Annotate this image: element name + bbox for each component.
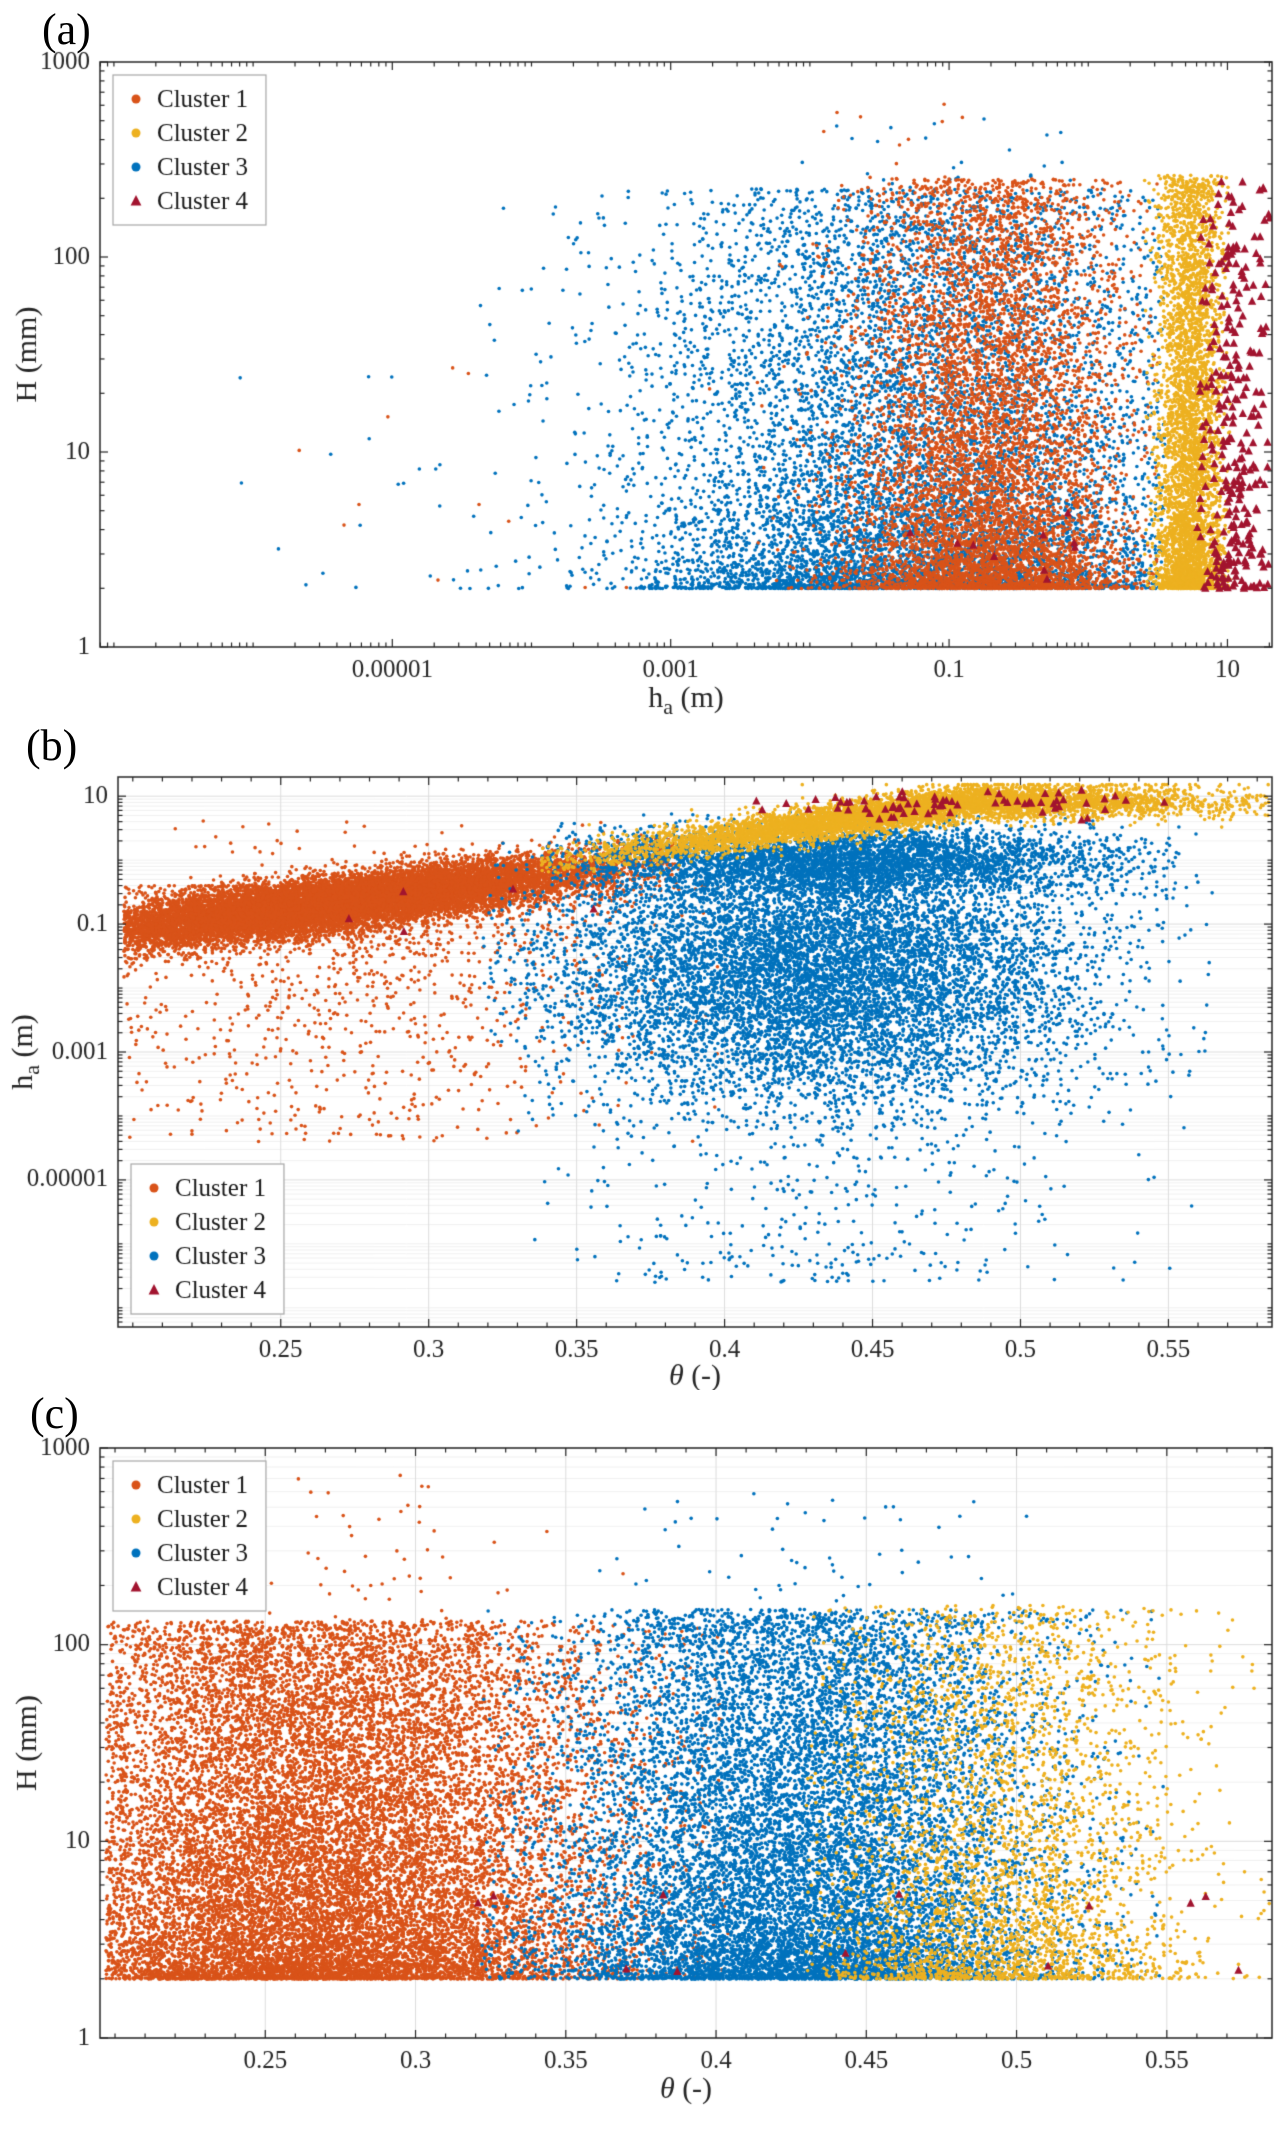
panel-c-scatter-plot: [0, 1390, 1288, 2149]
panel-a-scatter-plot: [0, 0, 1288, 722]
panel-b-scatter-plot: [0, 722, 1288, 1390]
